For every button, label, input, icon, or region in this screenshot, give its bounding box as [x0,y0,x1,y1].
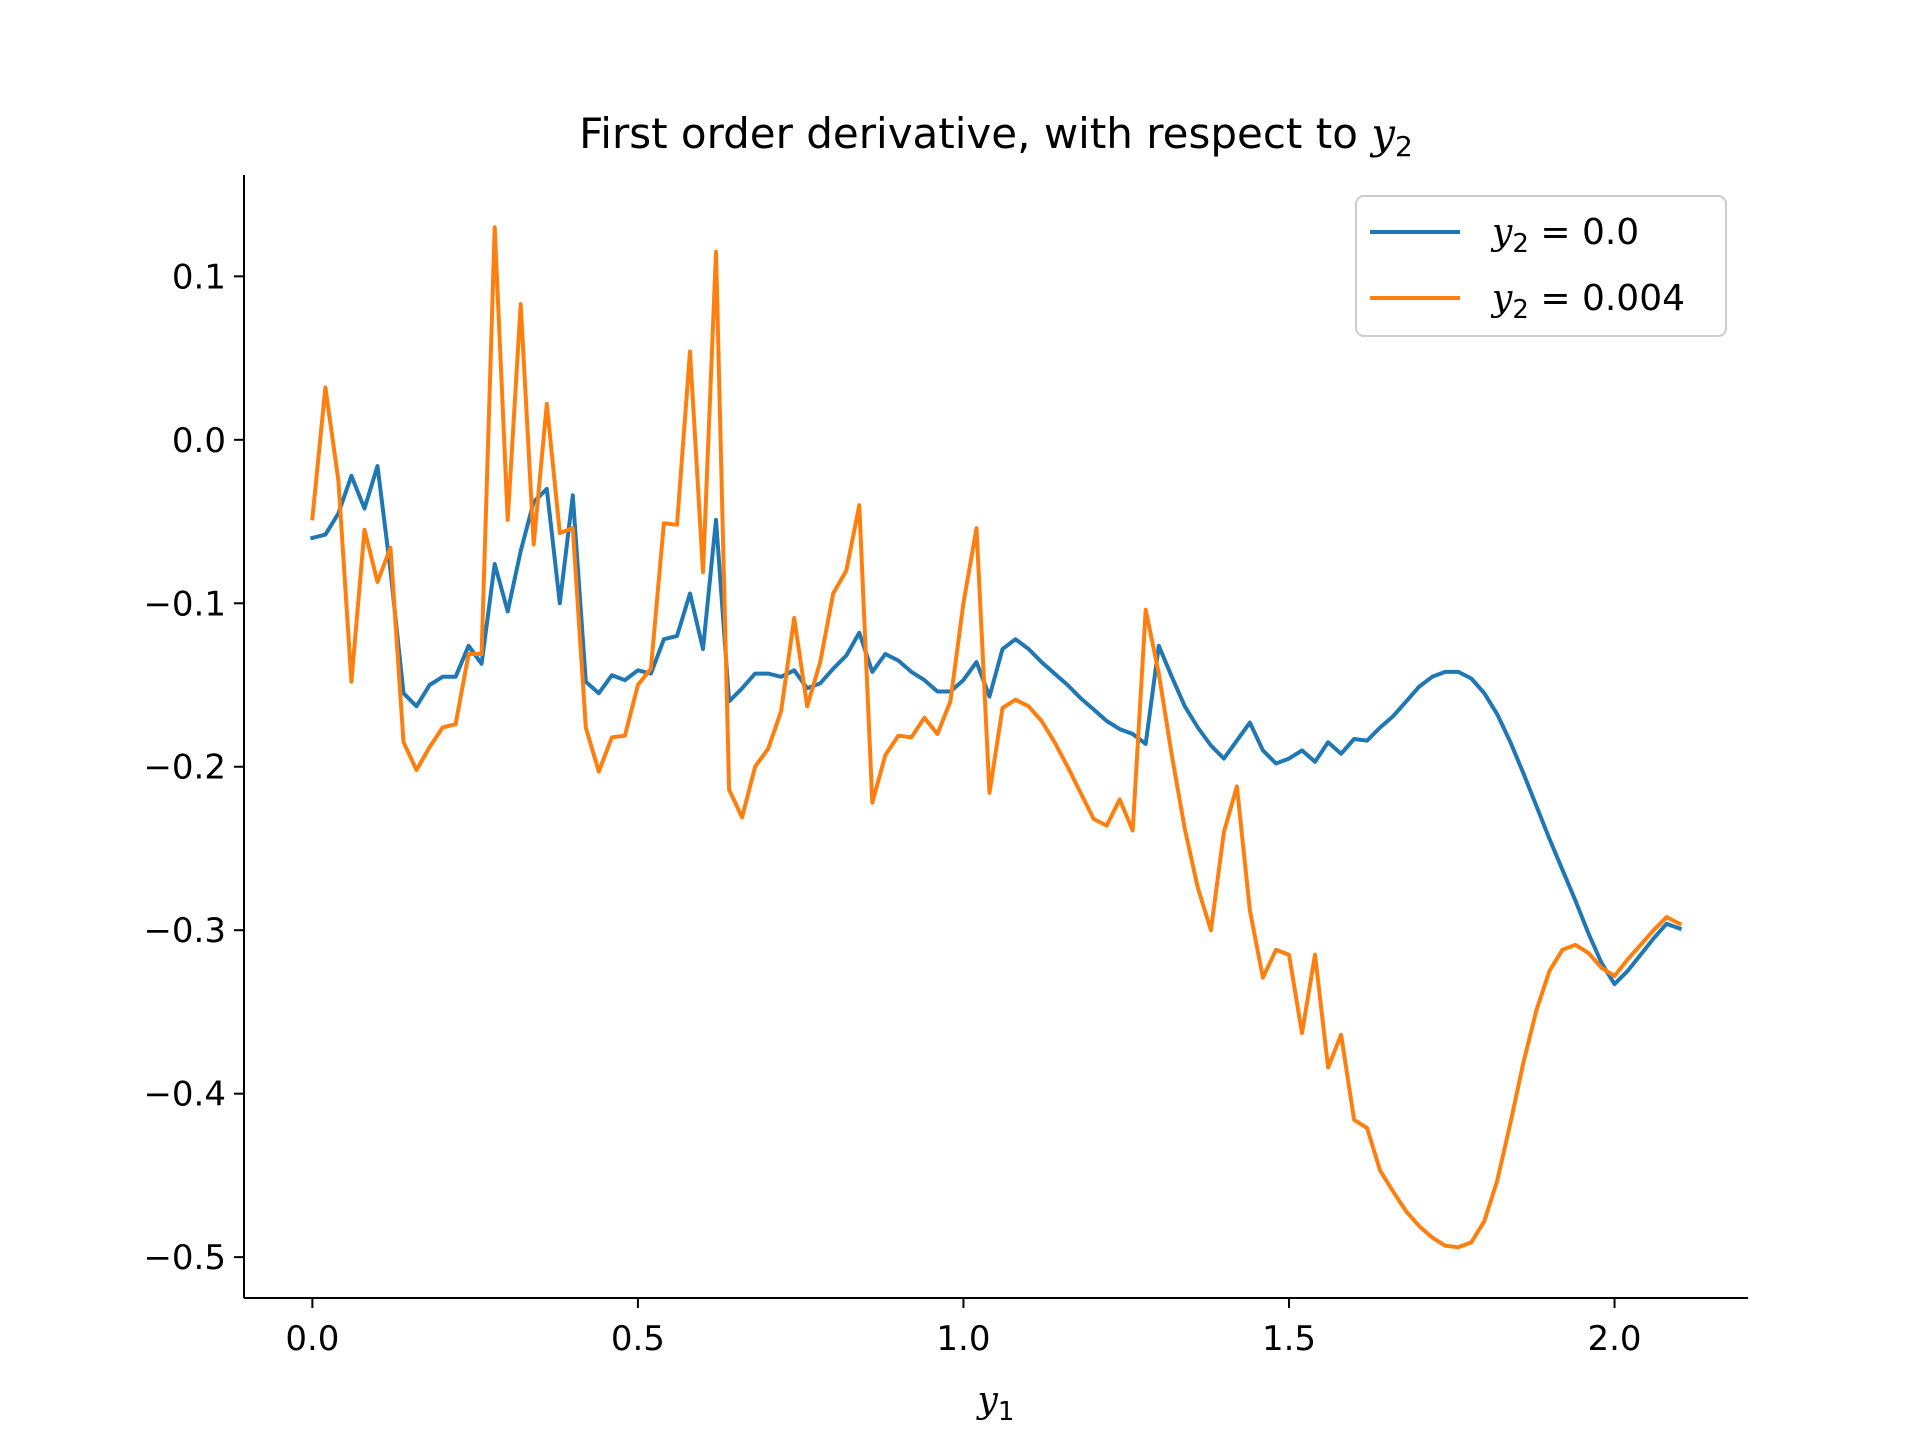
legend: y2 = 0.0y2 = 0.004 [1355,195,1727,337]
chart-title: First order derivative, with respect to … [579,109,1413,163]
chart-title-var: y [1369,109,1396,158]
series-line-2 [310,225,1683,1250]
y-tick-label: −0.3 [143,911,226,951]
x-axis-label: y1 [976,1380,1015,1427]
y-tick-label: −0.1 [143,584,226,624]
legend-label-sub: 2 [1512,295,1529,325]
x-ticks: 0.0 0.5 1.0 1.5 2.0 [285,1298,1642,1359]
y-tick-label: −0.5 [143,1238,226,1278]
legend-label: y2 = 0.004 [1490,278,1685,325]
y-tick-label: −0.2 [143,748,226,788]
x-tick-label: 1.0 [936,1319,990,1359]
x-axis-label-sub: 1 [998,1397,1015,1427]
legend-label-value: = 0.004 [1529,278,1685,319]
series-layer [309,225,1683,1250]
legend-label-var: y [1490,278,1513,319]
y-tick-label: 0.1 [172,257,226,297]
x-axis-label-var: y [976,1380,999,1421]
legend-label-var: y [1490,212,1513,253]
x-tick-label: 0.0 [285,1319,339,1359]
x-tick-label: 1.5 [1262,1319,1316,1359]
y-tick-label: 0.0 [172,421,226,461]
y-ticks: 0.1 0.0 −0.1 −0.2 −0.3 −0.4 −0.5 [143,257,244,1278]
y-tick-label: −0.4 [143,1075,226,1115]
chart-title-main: First order derivative, with respect to [579,109,1371,158]
legend-label-value: = 0.0 [1529,212,1639,253]
x-tick-label: 0.5 [611,1319,665,1359]
x-tick-label: 2.0 [1587,1319,1641,1359]
chart-title-sub: 2 [1395,130,1413,163]
legend-label-sub: 2 [1512,229,1529,259]
series-line-1 [309,464,1683,987]
legend-label: y2 = 0.0 [1490,212,1639,259]
